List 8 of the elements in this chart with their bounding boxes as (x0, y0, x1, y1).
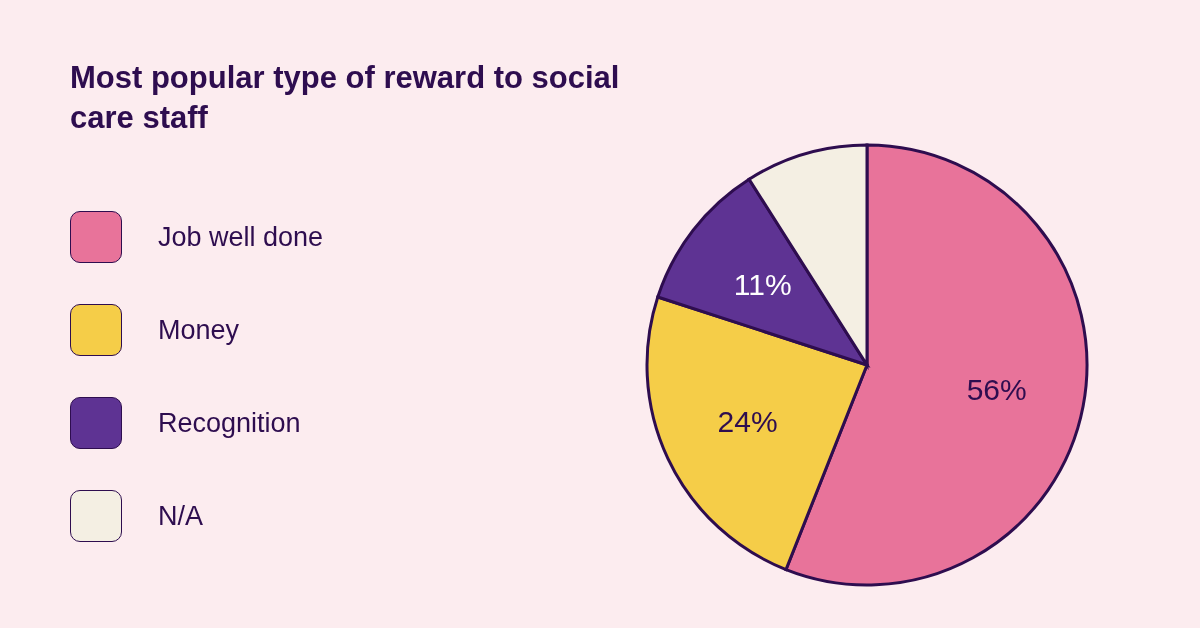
legend-label: Money (158, 314, 240, 346)
data-label: 56% (966, 373, 1027, 407)
data-label: 24% (717, 404, 778, 438)
data-label: 11% (733, 267, 792, 301)
legend-label: Job well done (158, 221, 324, 253)
legend-label: Recognition (158, 407, 301, 439)
chart-title: Most popular type of reward to social care staff (70, 59, 621, 138)
legend-label: N/A (158, 500, 204, 532)
